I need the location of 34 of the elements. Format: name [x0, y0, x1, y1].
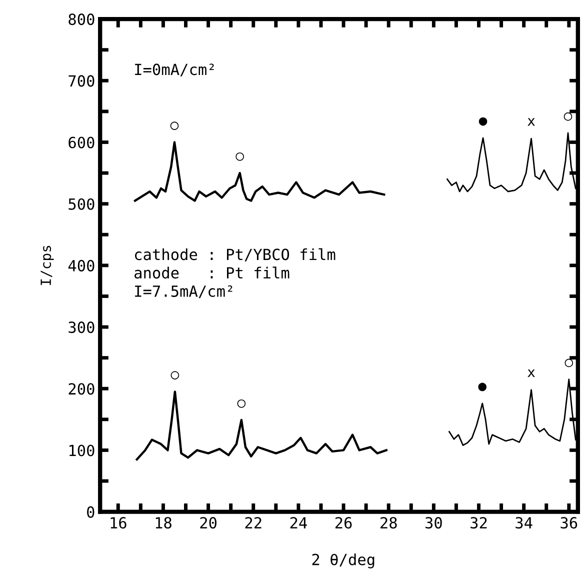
y-tick-label: 500	[68, 198, 94, 210]
annotation: x	[528, 369, 535, 378]
annotation: cathode : Pt/YBCO film anode : Pt film I=7.5mA/cm²	[134, 248, 336, 298]
annotation: ○	[170, 122, 179, 130]
annotation: ○	[564, 358, 574, 368]
x-tick-label: 32	[470, 517, 487, 529]
x-tick-label: 24	[290, 517, 307, 528]
annotation: ○	[237, 399, 246, 408]
y-axis-title: I/cps	[40, 246, 54, 285]
x-tick-label: 18	[156, 517, 172, 529]
annotation: x	[528, 118, 535, 126]
y-tick-label: 0	[87, 506, 94, 518]
x-tick-label: 22	[245, 517, 262, 528]
annotation: I=0mA/cm²	[135, 64, 214, 76]
annotation: ●	[478, 117, 488, 126]
annotation: ○	[564, 112, 572, 121]
annotation: ●	[478, 382, 486, 392]
x-tick-label: 20	[200, 517, 216, 529]
x-tick-label: 28	[380, 517, 397, 529]
x-tick-label: 16	[110, 517, 126, 529]
y-tick-label: 100	[69, 444, 94, 456]
x-tick-label: 34	[516, 517, 532, 529]
x-axis-title: 2 θ/deg	[312, 553, 374, 568]
y-tick-label: 200	[68, 383, 94, 395]
annotation: ○	[236, 152, 244, 161]
x-tick-label: 36	[560, 517, 578, 529]
y-tick-label: 400	[68, 260, 94, 272]
x-tick-label: 26	[335, 517, 352, 529]
y-tick-label: 800	[68, 14, 94, 26]
annotation: ○	[170, 371, 180, 380]
y-tick-label: 600	[68, 136, 94, 148]
y-tick-label: 700	[68, 75, 94, 87]
y-tick-label: 300	[68, 322, 94, 334]
x-tick-label: 30	[426, 517, 442, 529]
